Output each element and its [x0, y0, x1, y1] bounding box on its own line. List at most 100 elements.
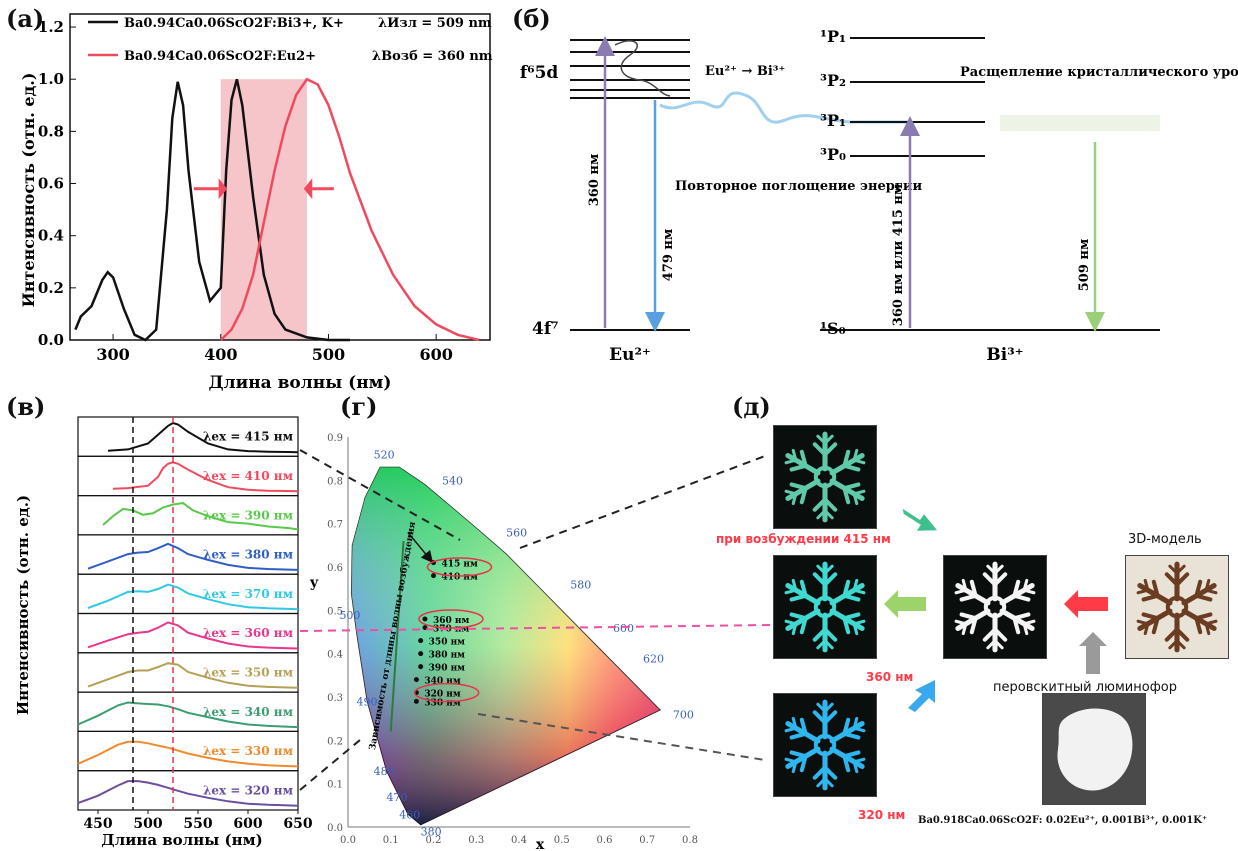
snowflake-arm	[829, 578, 866, 606]
chart-a-xlabel: Длина волны (нм)	[209, 373, 392, 393]
arm-branch	[1012, 593, 1031, 602]
arm-branch	[812, 497, 828, 512]
x-tick-label-a: 600	[419, 345, 452, 364]
arm-branch	[852, 757, 866, 764]
snowflake-arm	[954, 608, 991, 636]
arm-branch	[1168, 564, 1179, 575]
cie-point-label-4: 350 нм	[429, 638, 466, 648]
snowflake-shape	[954, 561, 1036, 653]
snowflake-center	[813, 465, 837, 489]
arm-branch	[816, 777, 827, 788]
arm-branch	[852, 492, 859, 506]
arm-branch	[822, 710, 838, 725]
snowflake-arm	[982, 612, 1008, 653]
arm-branch	[961, 578, 968, 592]
snowflake-arm	[1136, 608, 1173, 636]
cie-point-label-8: 320 нм	[424, 690, 461, 700]
locus-label-g: 520	[374, 449, 395, 462]
arm-branch	[842, 449, 851, 468]
arrow-red-body	[1078, 597, 1108, 611]
arm-branch	[1164, 572, 1180, 587]
arrow-left-a-head	[303, 178, 313, 200]
chart-v-xlabel: Длина волны (нм)	[101, 831, 262, 849]
x-tick-label-a: 300	[96, 345, 129, 364]
snowflake-415	[773, 425, 877, 529]
snowflake-shape	[784, 431, 866, 523]
arm-branch	[1141, 593, 1160, 602]
arm-branch	[959, 612, 978, 621]
snowflake-white	[943, 555, 1047, 659]
energy-diagram: 4f⁶5d 4f⁷ Eu²⁺ 360 нм 479 нм Eu²⁺ → Bi³⁺…	[520, 27, 1238, 365]
snowflake-arm	[784, 578, 821, 606]
arm-branch	[784, 757, 798, 764]
series-line-v-6	[87, 662, 299, 689]
locus-label-g: 700	[673, 709, 694, 722]
arm-stem	[999, 608, 1035, 631]
arm-branch	[842, 616, 851, 635]
arm-branch	[823, 434, 834, 445]
legend-a-bi: Ba0.94Ca0.06ScO2F:Bi3+, K+	[124, 16, 344, 31]
x-tick-label-v: 500	[133, 816, 162, 832]
arm-branch	[1204, 588, 1218, 595]
arm-branch	[1136, 588, 1150, 595]
snowflake-arm	[829, 448, 866, 476]
arrow-blue	[908, 680, 935, 712]
arm-branch	[969, 579, 978, 598]
arm-branch	[992, 572, 1008, 587]
arm-branch	[812, 627, 828, 642]
transfer-label: Eu²⁺ → Bi³⁺	[705, 64, 785, 79]
arm-branch	[1012, 612, 1031, 621]
snowflake-arm	[1181, 608, 1218, 636]
arm-branch	[1141, 612, 1160, 621]
bi-ion-label: Bi³⁺	[986, 345, 1023, 365]
chart-a-ylabel: Интенсивность (отн. ед.)	[19, 73, 38, 308]
chart-g-ylabel: y	[309, 575, 319, 591]
arm-branch	[791, 760, 798, 774]
caption-phosphor: перовскитный люминофор	[993, 680, 1178, 695]
arm-stem	[785, 583, 821, 606]
arm-stem	[785, 478, 821, 501]
locus-label-g: 470	[386, 791, 407, 804]
highlight-ellipse-2	[413, 682, 480, 703]
snowflake-center	[813, 595, 837, 619]
arm-branch	[959, 593, 978, 602]
arm-branch	[823, 564, 834, 575]
x-tick-label-v: 550	[183, 816, 212, 832]
cie-point-label-3: 370 нм	[433, 625, 470, 635]
series-label-v-7: λex = 340 нм	[203, 705, 294, 719]
y-tick-label-a: 0.0	[38, 331, 64, 349]
eu-ground-label: 4f⁷	[532, 319, 559, 339]
cie-point-9	[413, 698, 419, 704]
arm-stem	[829, 608, 865, 631]
snowflake-arm	[1164, 612, 1190, 653]
arm-branch	[842, 579, 851, 598]
arrow-gray-head	[1079, 632, 1107, 646]
series-line-a-0	[74, 78, 350, 342]
eu-relaxation-path	[614, 40, 671, 97]
snowflake-360	[773, 555, 877, 659]
y-tick-label-a: 0.4	[38, 227, 64, 245]
arm-branch	[1151, 616, 1160, 635]
y-tick-label-g: 0.7	[327, 520, 343, 531]
cie-point-1	[431, 573, 436, 579]
caption-320: 320 нм	[858, 808, 906, 822]
snowflake-arm	[1164, 561, 1190, 602]
arm-branch	[1174, 572, 1190, 587]
arm-branch	[961, 622, 968, 636]
arm-stem	[829, 583, 865, 606]
arm-branch	[1022, 622, 1029, 636]
arm-branch	[992, 627, 1008, 642]
snowflake-arm	[784, 448, 821, 476]
arm-branch	[816, 509, 827, 520]
arm-stem	[785, 746, 821, 769]
arm-branch	[1194, 579, 1203, 598]
bi-level-1p1: ¹P₁	[820, 27, 846, 46]
shaded-overlap-region	[220, 79, 307, 340]
arm-branch	[789, 482, 808, 491]
snowflake-arm	[1136, 578, 1173, 606]
series-line-v-2	[102, 502, 299, 531]
cie-point-7	[413, 677, 419, 683]
x-tick-label-a: 500	[312, 345, 345, 364]
snowflake-arm	[829, 716, 866, 744]
arm-stem	[829, 478, 865, 501]
